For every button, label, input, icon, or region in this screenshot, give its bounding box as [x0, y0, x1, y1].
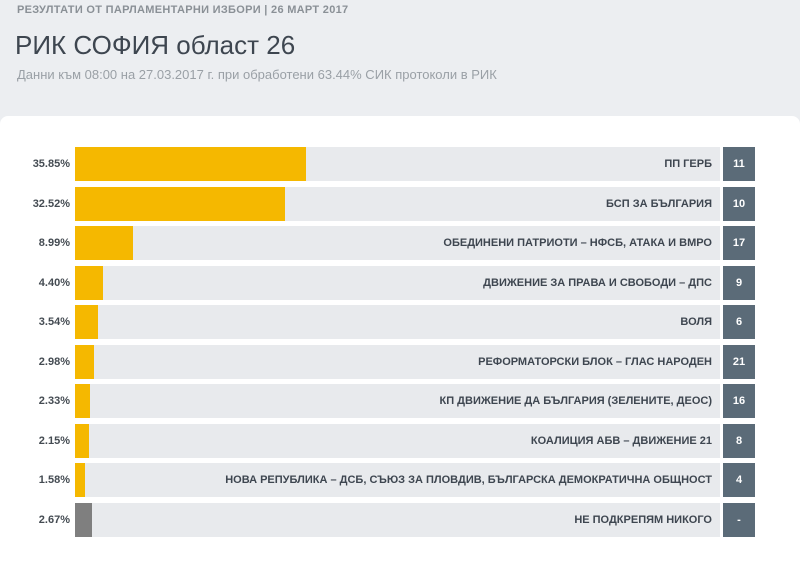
seats-badge: 16	[723, 384, 755, 418]
percent-label: 2.15%	[38, 434, 70, 447]
party-label: ОБЕДИНЕНИ ПАТРИОТИ – НФСБ, АТАКА И ВМРО	[443, 237, 712, 249]
seats-badge: 4	[723, 463, 755, 497]
bar-track: ВОЛЯ	[75, 305, 720, 339]
bar-track: ПП ГЕРБ	[75, 147, 720, 181]
bar	[75, 384, 91, 418]
percent-label: 3.54%	[38, 316, 70, 328]
bar-track: РЕФОРМАТОРСКИ БЛОК – ГЛАС НАРОДЕН	[75, 344, 720, 379]
seats-badge: -	[723, 502, 755, 537]
party-label: БСП ЗА БЪЛГАРИЯ	[606, 197, 712, 210]
chart-row: 32.52% БСП ЗА БЪЛГАРИЯ 10	[0, 186, 800, 221]
page-title: РИК СОФИЯ област 26	[15, 30, 296, 60]
percent-label: 35.85%	[32, 158, 70, 170]
seats-badge: 11	[723, 147, 755, 181]
bar	[75, 186, 285, 221]
bar	[75, 226, 133, 260]
bar	[75, 423, 89, 458]
bar	[75, 344, 95, 379]
bar	[75, 147, 307, 181]
party-label: ПП ГЕРБ	[664, 158, 712, 170]
seats-badge: 21	[723, 344, 755, 379]
bar-track: БСП ЗА БЪЛГАРИЯ	[75, 186, 720, 221]
bar-track: ДВИЖЕНИЕ ЗА ПРАВА И СВОБОДИ – ДПС	[75, 265, 720, 300]
bar-track: НЕ ПОДКРЕПЯМ НИКОГО	[75, 502, 720, 537]
chart-row: 2.98% РЕФОРМАТОРСКИ БЛОК – ГЛАС НАРОДЕН 21	[0, 344, 800, 379]
chart-row: 2.67% НЕ ПОДКРЕПЯМ НИКОГО -	[0, 502, 800, 537]
bar-track: ОБЕДИНЕНИ ПАТРИОТИ – НФСБ, АТАКА И ВМРО	[75, 226, 720, 260]
percent-label: 2.98%	[38, 355, 70, 368]
results-panel: 35.85% ПП ГЕРБ 11 32.52% БСП ЗА БЪЛГАРИЯ 10 8.…	[0, 116, 800, 585]
seats-badge: 9	[723, 265, 755, 300]
party-label: РЕФОРМАТОРСКИ БЛОК – ГЛАС НАРОДЕН	[478, 355, 712, 368]
bar-track: НОВА РЕПУБЛИКА – ДСБ, СЪЮЗ ЗА ПЛОВДИВ, Б…	[75, 463, 720, 497]
page-subtitle: Данни към 08:00 на 27.03.2017 г. при обр…	[17, 67, 497, 82]
bar	[75, 265, 104, 300]
seats-badge: 17	[723, 226, 755, 260]
percent-label: 4.40%	[38, 276, 70, 289]
party-label: НОВА РЕПУБЛИКА – ДСБ, СЪЮЗ ЗА ПЛОВДИВ, Б…	[225, 474, 712, 486]
bar	[75, 502, 93, 537]
bar	[75, 305, 98, 339]
percent-label: 1.58%	[38, 474, 70, 486]
chart-row: 1.58% НОВА РЕПУБЛИКА – ДСБ, СЪЮЗ ЗА ПЛОВД…	[0, 463, 800, 497]
seats-badge: 8	[723, 423, 755, 458]
party-label: КП ДВИЖЕНИЕ ДА БЪЛГАРИЯ (ЗЕЛЕНИТЕ, ДЕОС)	[439, 395, 713, 407]
party-label: ВОЛЯ	[680, 316, 712, 328]
chart-row: 2.15% КОАЛИЦИЯ АБВ – ДВИЖЕНИЕ 21 8	[0, 423, 800, 458]
party-label: НЕ ПОДКРЕПЯМ НИКОГО	[574, 513, 712, 526]
chart-row: 3.54% ВОЛЯ 6	[0, 305, 800, 339]
percent-label: 32.52%	[32, 197, 70, 210]
seats-badge: 10	[723, 186, 755, 221]
chart-row: 8.99% ОБЕДИНЕНИ ПАТРИОТИ – НФСБ, АТАКА И …	[0, 226, 800, 260]
party-label: ДВИЖЕНИЕ ЗА ПРАВА И СВОБОДИ – ДПС	[483, 276, 712, 289]
chart-row: 35.85% ПП ГЕРБ 11	[0, 147, 800, 181]
bar-track: КОАЛИЦИЯ АБВ – ДВИЖЕНИЕ 21	[75, 423, 720, 458]
chart-row: 2.33% КП ДВИЖЕНИЕ ДА БЪЛГАРИЯ (ЗЕЛЕНИТЕ, …	[0, 384, 800, 418]
percent-label: 2.33%	[38, 395, 70, 407]
percent-label: 2.67%	[38, 513, 70, 526]
bar	[75, 463, 86, 497]
chart-row: 4.40% ДВИЖЕНИЕ ЗА ПРАВА И СВОБОДИ – ДПС 9	[0, 265, 800, 300]
header-kicker: РЕЗУЛТАТИ ОТ ПАРЛАМЕНТАРНИ ИЗБОРИ | 26 М…	[17, 4, 349, 16]
bar-track: КП ДВИЖЕНИЕ ДА БЪЛГАРИЯ (ЗЕЛЕНИТЕ, ДЕОС)	[75, 384, 720, 418]
percent-label: 8.99%	[38, 237, 70, 249]
seats-badge: 6	[723, 305, 755, 339]
party-label: КОАЛИЦИЯ АБВ – ДВИЖЕНИЕ 21	[530, 434, 712, 447]
